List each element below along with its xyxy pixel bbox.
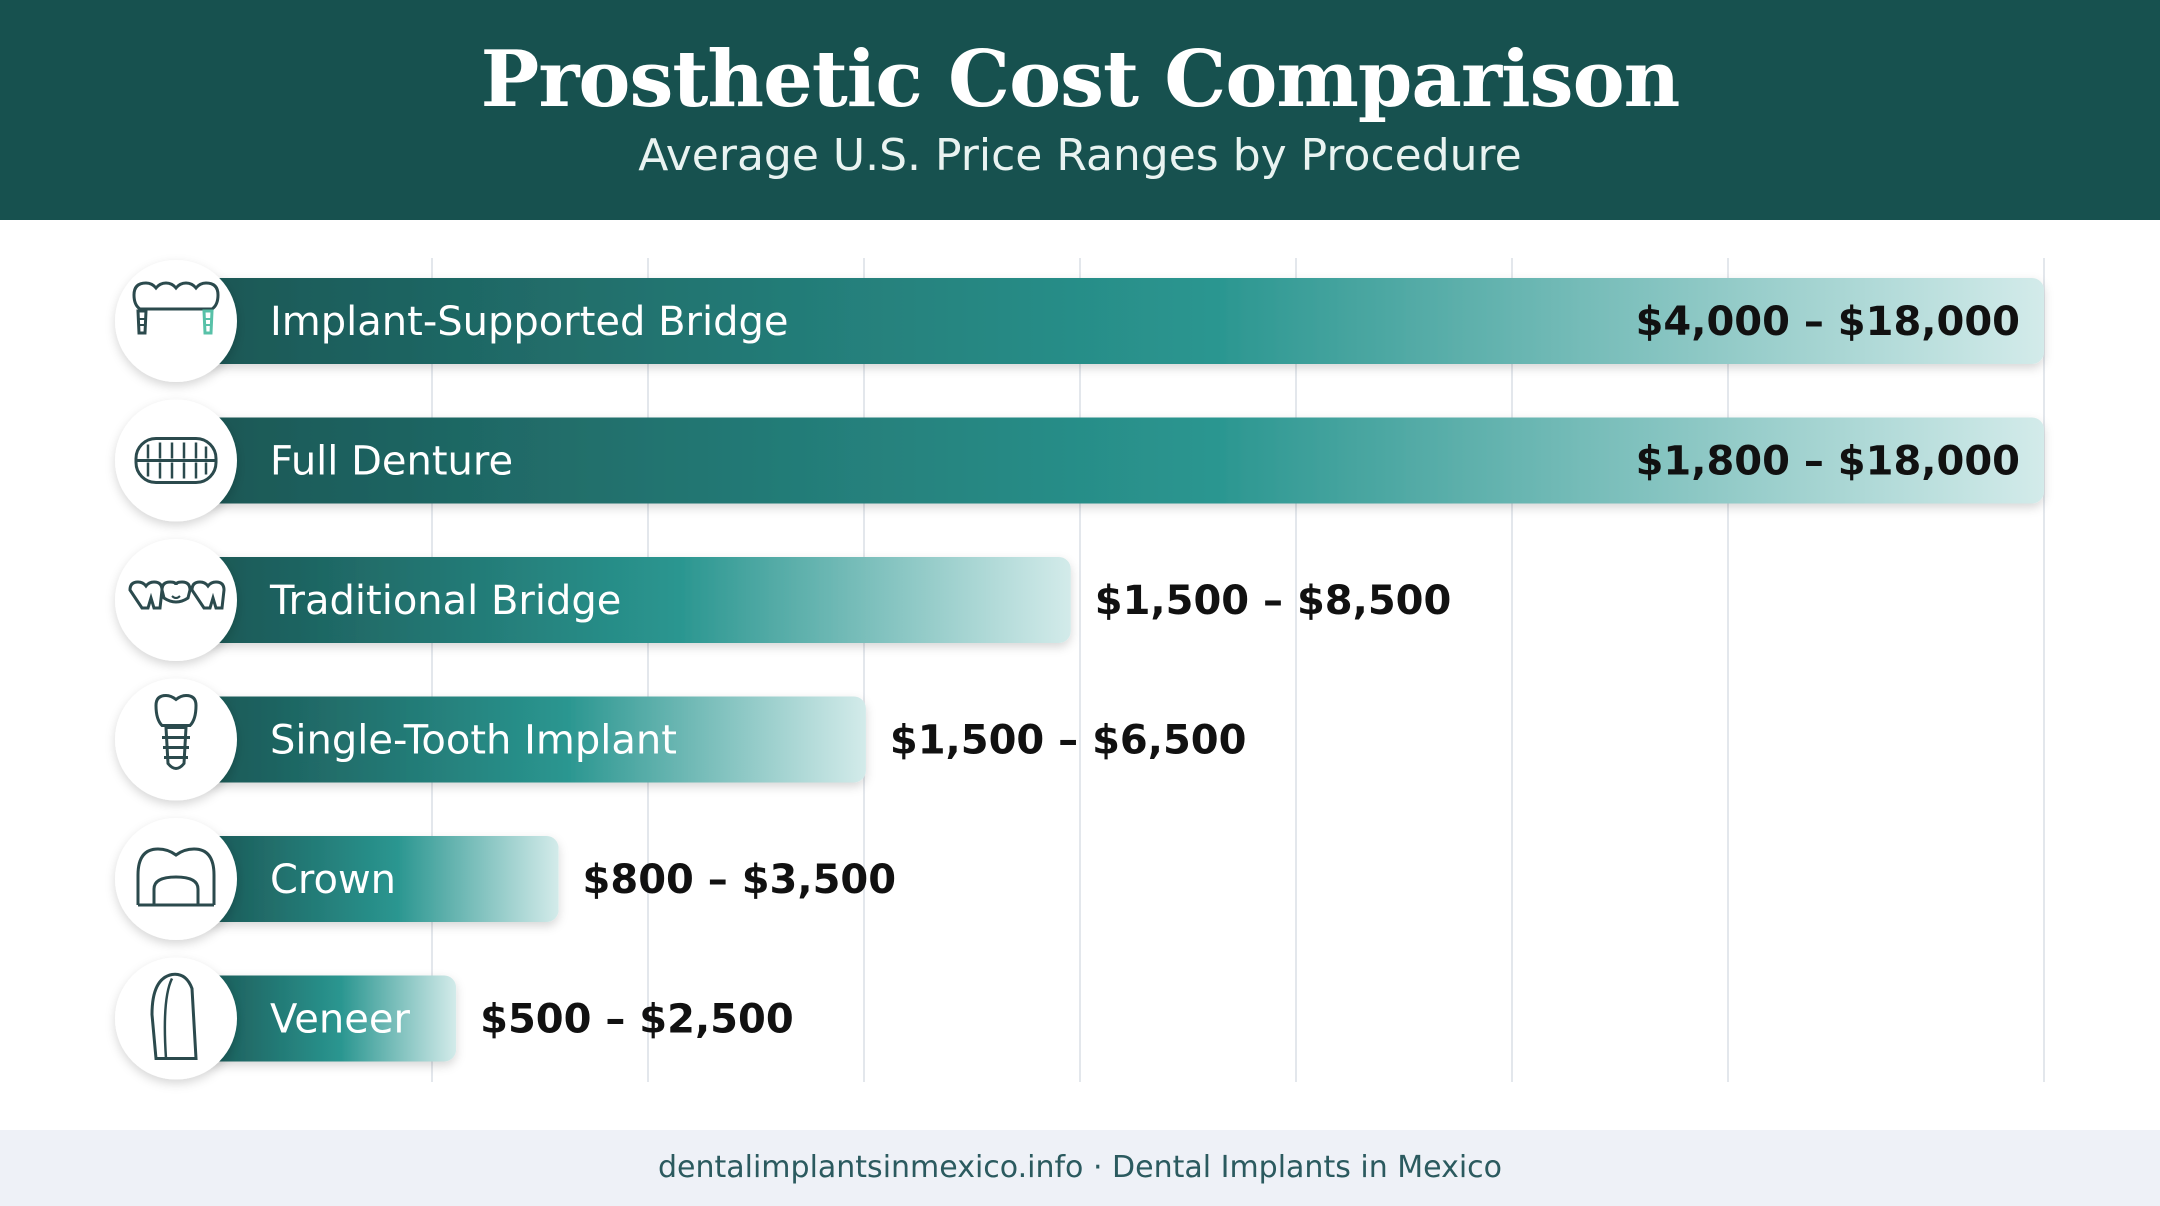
icon-circle xyxy=(115,818,237,940)
bar xyxy=(200,975,457,1062)
bar-row: Veneer $500 – $2,500 xyxy=(115,957,794,1080)
value-label: $1,500 – $8,500 xyxy=(1095,578,1452,624)
bar-row: Crown $800 – $3,500 xyxy=(115,818,896,940)
bar xyxy=(200,417,2044,504)
bar xyxy=(200,696,866,783)
bar xyxy=(200,836,559,922)
cost-bar-chart: Implant-Supported Bridge $4,000 – $18,000… xyxy=(115,258,2045,1082)
icon-circle xyxy=(115,957,237,1080)
footer-source: dentalimplantsinmexico.info · Dental Imp… xyxy=(657,1150,1503,1185)
icon-circle xyxy=(115,260,237,382)
page-subtitle: Average U.S. Price Ranges by Procedure xyxy=(638,130,1522,181)
category-label: Veneer xyxy=(270,997,410,1043)
value-label: $4,000 – $18,000 xyxy=(1636,299,2020,345)
bar xyxy=(200,278,2044,364)
footer: dentalimplantsinmexico.info · Dental Imp… xyxy=(0,1130,2160,1206)
value-label: $1,500 – $6,500 xyxy=(890,718,1247,764)
value-label: $800 – $3,500 xyxy=(583,857,897,903)
header-banner: Prosthetic Cost Comparison Average U.S. … xyxy=(0,0,2160,220)
category-label: Full Denture xyxy=(270,439,513,485)
icon-circle xyxy=(115,539,237,661)
value-label: $1,800 – $18,000 xyxy=(1636,439,2020,485)
crown-icon xyxy=(136,847,216,907)
bridge-icon xyxy=(128,580,226,610)
category-label: Traditional Bridge xyxy=(269,578,621,624)
category-label: Single-Tooth Implant xyxy=(270,718,677,764)
veneer-icon xyxy=(150,972,198,1060)
denture-icon xyxy=(134,437,218,484)
bar-row: Full Denture $1,800 – $18,000 xyxy=(115,399,2044,522)
icon-circle xyxy=(115,678,237,801)
bar xyxy=(200,557,1071,643)
page-title: Prosthetic Cost Comparison xyxy=(480,34,1681,125)
bar-row: Implant-Supported Bridge $4,000 – $18,000 xyxy=(115,260,2044,382)
implant-icon xyxy=(154,693,198,770)
bar-row: Traditional Bridge $1,500 – $8,500 xyxy=(115,539,1451,661)
implant-bridge-icon xyxy=(132,281,220,335)
category-label: Crown xyxy=(270,857,396,903)
bar-row: Single-Tooth Implant $1,500 – $6,500 xyxy=(115,678,1247,801)
value-label: $500 – $2,500 xyxy=(480,997,794,1043)
category-label: Implant-Supported Bridge xyxy=(270,299,788,345)
